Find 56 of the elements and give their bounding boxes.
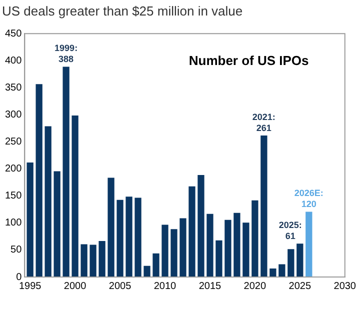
y-tick-label: 350 (4, 82, 22, 94)
bar (162, 224, 168, 277)
y-tick-label: 0 (16, 272, 22, 283)
x-tick-label: 2005 (108, 280, 132, 292)
bar (44, 126, 52, 277)
bar (306, 212, 312, 277)
y-tick-label: 400 (4, 55, 22, 66)
annotation: 2025: 61 (278, 220, 302, 241)
bar (144, 266, 150, 277)
bar (270, 268, 276, 277)
bar (72, 115, 78, 277)
bar (278, 264, 286, 277)
bar (80, 244, 88, 277)
y-tick-label: 100 (4, 218, 22, 229)
annotation: 2021: 261 (252, 112, 276, 133)
chart-title: US deals greater than $25 million in value (2, 3, 243, 18)
bar (108, 178, 114, 277)
bar (126, 196, 132, 277)
bar (134, 198, 142, 277)
bar (260, 136, 268, 277)
x-tick-label: 1995 (18, 280, 42, 292)
bar (188, 186, 196, 277)
bar (152, 253, 160, 277)
bar (224, 220, 232, 277)
y-tick-label: 150 (4, 190, 22, 202)
y-tick-label: 300 (4, 109, 22, 120)
annotation: 1999: 388 (54, 43, 78, 64)
bar (170, 229, 178, 277)
bar (234, 212, 240, 277)
x-tick-label: 2015 (198, 280, 222, 292)
y-tick-label: 450 (4, 28, 22, 40)
bar (242, 222, 250, 277)
bar (54, 171, 60, 277)
x-tick-label: 2010 (154, 280, 177, 292)
bar (98, 240, 106, 277)
x-tick-label: 2000 (64, 280, 87, 292)
bar (296, 244, 304, 277)
bar (90, 244, 96, 277)
bar (116, 200, 124, 277)
bar (198, 174, 204, 277)
bar (288, 249, 294, 277)
bar (252, 200, 258, 277)
x-tick-label: 2025 (288, 280, 312, 292)
y-tick-label: 250 (4, 136, 22, 148)
bar (216, 240, 222, 277)
bar (36, 84, 42, 277)
bar (62, 66, 70, 277)
y-tick-label: 200 (4, 164, 22, 175)
bar (206, 214, 214, 277)
text: Number of US IPOs (188, 53, 309, 68)
y-tick-label: 50 (10, 244, 22, 256)
x-tick-label: 2030 (334, 280, 356, 292)
bar (26, 162, 34, 277)
bar (180, 218, 186, 277)
x-tick-label: 2020 (244, 280, 266, 292)
annotation: 2026E: 120 (294, 188, 324, 210)
